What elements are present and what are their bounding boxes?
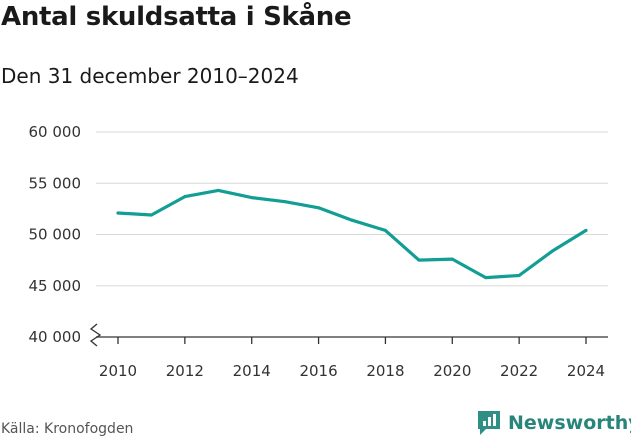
x-tick-label: 2012 bbox=[166, 362, 204, 380]
data-point bbox=[484, 276, 488, 280]
data-point bbox=[283, 200, 287, 204]
x-tick-label: 2024 bbox=[567, 362, 605, 380]
data-point bbox=[551, 249, 555, 253]
data-point bbox=[383, 228, 387, 232]
chart-subtitle: Den 31 december 2010–2024 bbox=[1, 64, 299, 88]
data-point bbox=[450, 257, 454, 261]
data-point bbox=[116, 211, 120, 215]
chart-title: Antal skuldsatta i Skåne bbox=[1, 2, 352, 32]
source-note: Källa: Kronofogden bbox=[1, 421, 134, 437]
data-point bbox=[183, 195, 187, 199]
x-tick-label: 2016 bbox=[299, 362, 337, 380]
brand-logo[interactable]: Newsworthy bbox=[476, 408, 631, 438]
x-tick-label: 2022 bbox=[500, 362, 538, 380]
y-tick-label: 55 000 bbox=[29, 174, 82, 192]
y-tick-label: 60 000 bbox=[29, 123, 82, 141]
x-tick-label: 2014 bbox=[233, 362, 271, 380]
data-point bbox=[250, 196, 254, 200]
x-tick-label: 2020 bbox=[433, 362, 471, 380]
y-tick-label: 40 000 bbox=[29, 328, 82, 346]
data-point bbox=[216, 188, 220, 192]
x-tick-label: 2010 bbox=[99, 362, 137, 380]
newsworthy-logo-icon bbox=[478, 411, 500, 435]
data-point bbox=[317, 206, 321, 210]
line-chart: 40 000 45 000 50 000 55 000 60 000 2010 2012 2… bbox=[29, 123, 608, 380]
data-point bbox=[149, 213, 153, 217]
y-tick-label: 50 000 bbox=[29, 226, 82, 244]
x-tick-label: 2018 bbox=[366, 362, 404, 380]
x-axis-break-icon bbox=[89, 323, 102, 347]
brand-name: Newsworthy bbox=[508, 412, 631, 434]
data-point bbox=[417, 258, 421, 262]
y-tick-label: 45 000 bbox=[29, 277, 82, 295]
data-point bbox=[350, 218, 354, 222]
data-point bbox=[584, 228, 588, 232]
data-point bbox=[517, 274, 521, 277]
